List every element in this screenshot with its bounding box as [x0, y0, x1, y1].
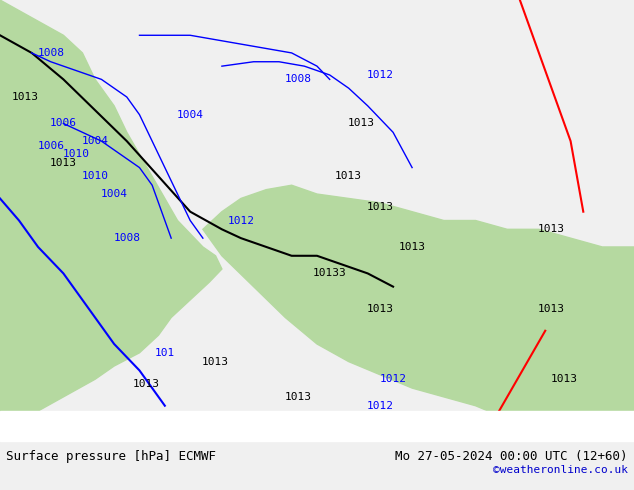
- Text: 1013: 1013: [12, 92, 39, 102]
- Text: 101: 101: [155, 348, 175, 358]
- Text: 1008: 1008: [113, 233, 140, 243]
- Polygon shape: [203, 185, 634, 441]
- Text: 1013: 1013: [50, 158, 77, 168]
- Text: 1010: 1010: [63, 149, 89, 159]
- Text: 1013: 1013: [551, 374, 578, 384]
- Text: 1010: 1010: [82, 172, 108, 181]
- Text: 1013: 1013: [335, 172, 362, 181]
- Text: 1013: 1013: [367, 202, 394, 212]
- Text: ©weatheronline.co.uk: ©weatheronline.co.uk: [493, 465, 628, 475]
- Text: 1013: 1013: [202, 357, 229, 367]
- Text: 1012: 1012: [228, 216, 254, 225]
- Text: 1013: 1013: [348, 119, 375, 128]
- Text: 1004: 1004: [177, 110, 204, 120]
- Text: 1004: 1004: [82, 136, 108, 146]
- Text: 1013: 1013: [538, 304, 565, 314]
- Text: 1013: 1013: [399, 242, 425, 252]
- Polygon shape: [0, 0, 222, 441]
- Text: 1004: 1004: [101, 189, 127, 199]
- Text: 1006: 1006: [37, 141, 64, 150]
- Text: 1012: 1012: [367, 70, 394, 80]
- Bar: [0, 411, 634, 441]
- Text: 1006: 1006: [50, 119, 77, 128]
- Text: Surface pressure [hPa] ECMWF: Surface pressure [hPa] ECMWF: [6, 450, 216, 463]
- Text: 1008: 1008: [37, 48, 64, 58]
- Text: Mo 27-05-2024 00:00 UTC (12+60): Mo 27-05-2024 00:00 UTC (12+60): [395, 450, 628, 463]
- Text: 1008: 1008: [285, 74, 311, 84]
- Text: 1012: 1012: [380, 374, 406, 384]
- Text: 1013: 1013: [133, 379, 159, 389]
- Text: 1013: 1013: [285, 392, 311, 402]
- Text: 10133: 10133: [313, 269, 347, 278]
- Text: 1013: 1013: [538, 224, 565, 234]
- Text: 1013: 1013: [367, 304, 394, 314]
- Text: 1012: 1012: [367, 401, 394, 411]
